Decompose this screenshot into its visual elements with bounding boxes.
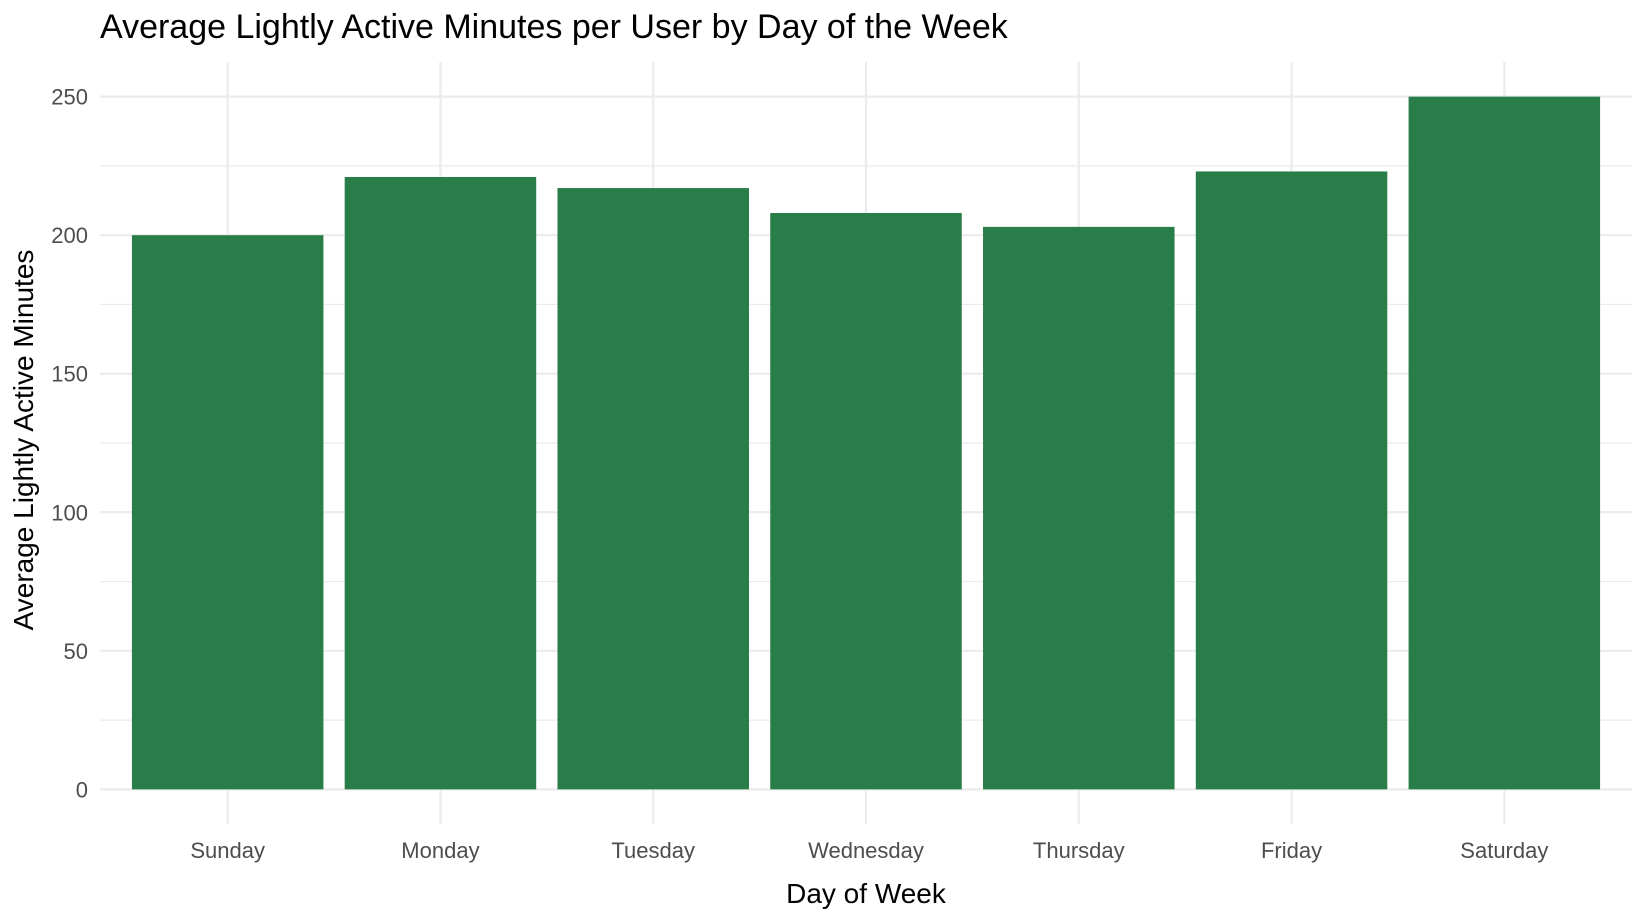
y-axis-title: Average Lightly Active Minutes	[8, 250, 39, 631]
x-tick-label: Thursday	[1033, 838, 1125, 863]
bar-saturday	[1408, 96, 1601, 790]
bar-monday	[344, 176, 537, 790]
bars	[131, 96, 1601, 790]
bar-sunday	[131, 235, 324, 790]
x-tick-label: Wednesday	[808, 838, 924, 863]
y-tick-label: 0	[76, 777, 88, 802]
x-tick-label: Sunday	[190, 838, 265, 863]
bar-tuesday	[557, 188, 749, 790]
y-axis-ticks: 0 50 100 150 200 250	[51, 85, 88, 803]
bar-friday	[1195, 171, 1388, 790]
x-axis-title: Day of Week	[786, 878, 947, 909]
y-tick-label: 150	[51, 362, 88, 387]
x-tick-label: Tuesday	[611, 838, 695, 863]
y-tick-label: 100	[51, 500, 88, 525]
y-tick-label: 50	[64, 639, 88, 664]
x-tick-label: Saturday	[1460, 838, 1548, 863]
x-axis-ticks: Sunday Monday Tuesday Wednesday Thursday Frid…	[190, 838, 1548, 863]
bar-wednesday	[770, 213, 962, 790]
y-tick-label: 250	[51, 85, 88, 110]
bar-thursday	[983, 226, 1175, 790]
y-tick-label: 200	[51, 223, 88, 248]
x-tick-label: Monday	[401, 838, 479, 863]
chart-title: Average Lightly Active Minutes per User …	[100, 8, 1009, 46]
x-tick-label: Friday	[1261, 838, 1322, 863]
